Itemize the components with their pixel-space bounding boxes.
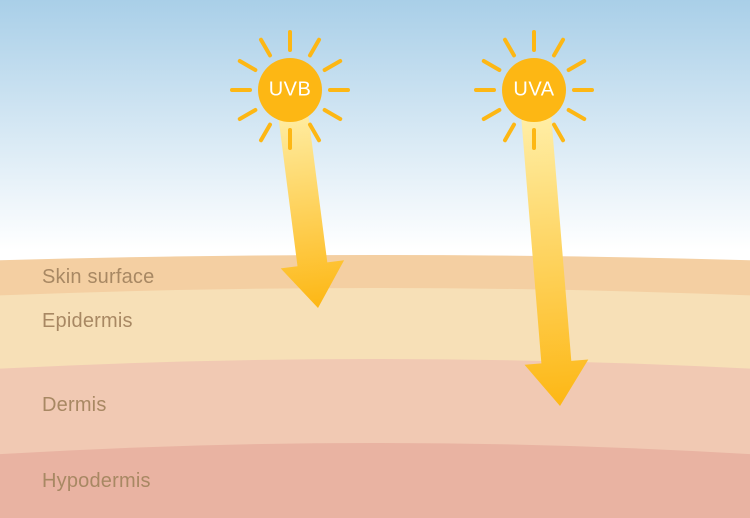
sun-ray — [310, 40, 319, 56]
sun-label-uvb: UVB — [269, 79, 312, 102]
layer-label-epidermis: Epidermis — [42, 310, 133, 333]
sun-ray — [484, 61, 500, 70]
suns — [0, 0, 750, 518]
sun-ray — [261, 40, 270, 56]
sun-ray — [325, 61, 341, 70]
sun-ray — [569, 110, 585, 119]
sun-ray — [240, 61, 256, 70]
layer-label-dermis: Dermis — [42, 394, 107, 417]
sun-ray — [505, 40, 514, 56]
layer-label-hypodermis: Hypodermis — [42, 470, 151, 493]
uv-skin-diagram: Skin surface Epidermis Dermis Hypodermis UVB… — [0, 0, 750, 518]
sun-label-uva: UVA — [513, 79, 554, 102]
layer-label-surface: Skin surface — [42, 266, 154, 289]
sun-ray — [310, 125, 319, 141]
sun-ray — [554, 125, 563, 141]
sun-ray — [505, 125, 514, 141]
sun-ray — [569, 61, 585, 70]
sun-ray — [484, 110, 500, 119]
sun-ray — [554, 40, 563, 56]
sun-ray — [325, 110, 341, 119]
sun-ray — [261, 125, 270, 141]
sun-ray — [240, 110, 256, 119]
